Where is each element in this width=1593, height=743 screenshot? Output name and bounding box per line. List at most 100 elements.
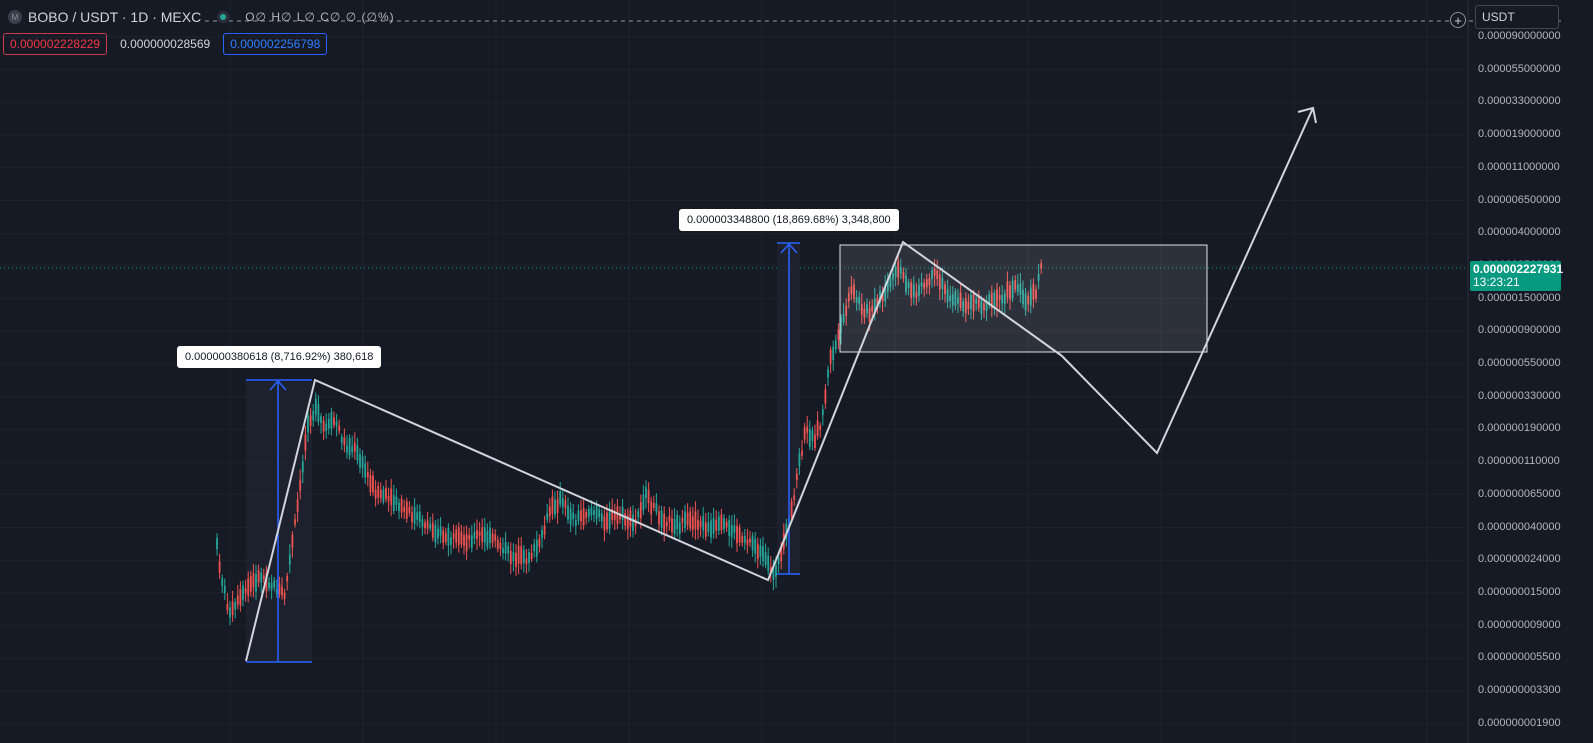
price-axis-label: 0.000000900000 [1478, 324, 1561, 337]
candle-body [437, 528, 439, 539]
candle-body [307, 415, 309, 433]
candle-body [970, 294, 972, 309]
candle-body [668, 516, 671, 522]
candle-body [312, 411, 315, 421]
candle-body [535, 540, 538, 557]
candle-body [907, 281, 910, 289]
candle-body [736, 525, 738, 544]
candle-body [860, 304, 863, 315]
measure-label-2[interactable]: 0.000003348800 (18,869.68%) 3,348,800 [679, 209, 899, 231]
candle-body [819, 425, 822, 431]
candle-body [223, 585, 226, 594]
candle-body [988, 294, 991, 306]
candle-body [624, 513, 627, 526]
add-plus-icon[interactable]: + [1450, 12, 1466, 28]
candle-body [273, 580, 276, 588]
candle-body [863, 308, 866, 318]
candle-body [268, 582, 270, 589]
candle-body [450, 537, 452, 545]
candle-body [894, 266, 897, 277]
candle-body [606, 512, 608, 530]
candle-body [959, 292, 962, 308]
candle-body [587, 508, 590, 517]
candle-body [270, 583, 273, 590]
candle-body [652, 502, 655, 508]
sell-button[interactable]: 0.000002228229 [3, 33, 108, 55]
candle-body [507, 545, 510, 554]
candle-body [738, 527, 741, 543]
candle-body [915, 292, 918, 298]
candle-body [595, 505, 598, 520]
candle-body [559, 491, 562, 505]
market-status-icon[interactable] [217, 11, 230, 23]
candle-body [517, 545, 520, 564]
candle-body [697, 519, 699, 531]
symbol-title[interactable]: BOBO / USDT · 1D · MEXC [28, 9, 202, 25]
price-axis-label: 0.000004000000 [1478, 226, 1561, 239]
candle-body [938, 274, 941, 290]
candle-body [855, 297, 858, 303]
candle-body [1014, 279, 1017, 290]
candle-body [255, 574, 257, 592]
candle-body [590, 507, 593, 516]
range-rectangle [839, 244, 1208, 353]
candle-body [743, 536, 746, 543]
candle-body [234, 602, 237, 610]
candle-body [1009, 285, 1011, 300]
candle-body [359, 453, 361, 468]
candle-body [275, 589, 278, 594]
candle-body [790, 501, 793, 518]
candle-body [403, 507, 406, 512]
candle-body [522, 549, 525, 564]
candle-body [985, 302, 988, 312]
candle-body [317, 403, 320, 422]
candle-body [499, 542, 502, 550]
candle-body [1032, 283, 1035, 300]
candle-body [470, 535, 473, 548]
candle-body [780, 545, 783, 562]
candle-body [798, 453, 801, 467]
candle-body [918, 284, 920, 296]
candle-body [314, 398, 317, 415]
price-axis-label: 0.000000040000 [1478, 520, 1561, 533]
candle-body [728, 519, 731, 536]
candle-body [1001, 295, 1004, 304]
candle-body [897, 261, 900, 278]
candle-body [902, 272, 905, 279]
candle-body [645, 487, 647, 499]
candle-body [689, 511, 692, 529]
candle-body [671, 518, 673, 533]
candle-body [884, 284, 887, 302]
candle-body [408, 506, 411, 513]
candle-body [1003, 293, 1006, 304]
candle-body [1037, 274, 1040, 281]
candle-body [372, 475, 374, 493]
buy-button[interactable]: 0.000002256798 [223, 33, 328, 55]
price-axis-label: 0.000000015000 [1478, 585, 1561, 598]
candle-body [356, 445, 359, 461]
candle-body [515, 552, 517, 568]
candle-body [899, 266, 902, 274]
trend-path [245, 240, 1063, 662]
candle-body [301, 461, 304, 473]
candle-body [665, 521, 668, 527]
candle-body [556, 498, 559, 513]
candle-body [905, 275, 907, 293]
candle-body [639, 502, 642, 519]
candle-body [333, 417, 335, 425]
candle-body [764, 552, 767, 566]
candle-body [980, 298, 983, 315]
measure-label-1[interactable]: 0.000000380618 (8,716.92%) 380,618 [177, 346, 382, 368]
candle-body [218, 561, 221, 573]
candle-body [335, 421, 338, 427]
candle-body [613, 510, 616, 520]
candle-body [626, 515, 629, 529]
candle-body [390, 488, 393, 505]
candle-body [385, 487, 387, 499]
currency-selector[interactable]: USDT [1475, 5, 1559, 29]
candle-body [265, 573, 268, 592]
candle-body [676, 514, 679, 530]
candle-body [814, 434, 816, 448]
candle-body [678, 522, 681, 534]
